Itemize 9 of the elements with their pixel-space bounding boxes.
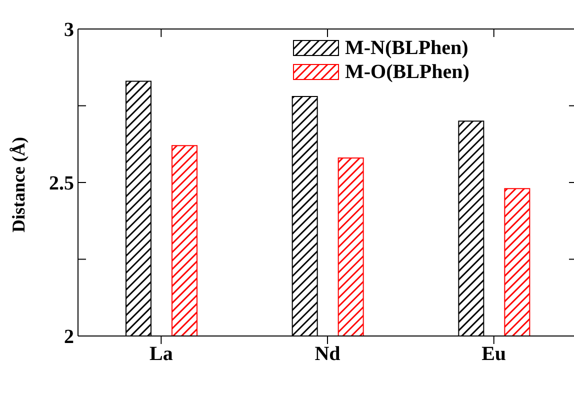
y-tick-label: 3 — [64, 19, 74, 42]
y-axis-title: Distance (Å) — [8, 137, 28, 232]
legend-label: M-O(BLPhen) — [345, 60, 470, 84]
y-tick-label: 2.5 — [49, 172, 74, 195]
x-tick-label: La — [149, 343, 173, 366]
y-tick-label: 2 — [64, 326, 74, 348]
x-tick-label: Nd — [314, 343, 340, 366]
legend-label: M-N(BLPhen) — [345, 36, 468, 60]
x-tick-label: Eu — [482, 343, 506, 366]
